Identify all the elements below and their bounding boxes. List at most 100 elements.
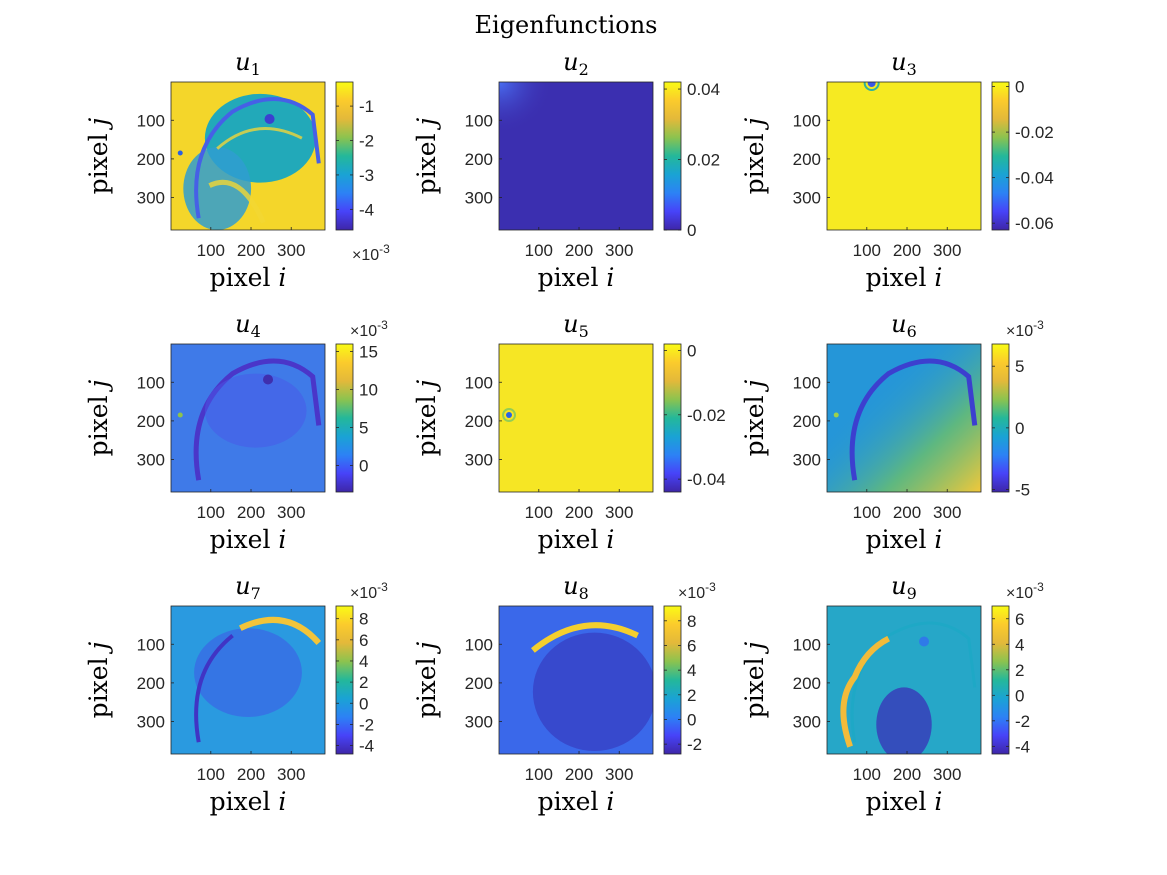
dark-spot xyxy=(263,374,274,385)
y-axis-label: pixel j xyxy=(412,641,441,718)
axes-box xyxy=(826,81,982,231)
colorbar-exponent: ×10-3 xyxy=(678,580,716,602)
axes-box xyxy=(826,605,982,755)
colorbar-exponent: ×10-3 xyxy=(1006,318,1044,340)
figure-title: Eigenfunctions xyxy=(475,11,658,39)
x-tick-label: 300 xyxy=(933,765,961,784)
subplot-title: u4 xyxy=(235,310,261,341)
top-spot xyxy=(867,82,876,87)
y-tick-label: 200 xyxy=(465,150,493,169)
colorbar xyxy=(992,344,1009,492)
y-tick-label: 300 xyxy=(137,189,165,208)
y-tick-label: 100 xyxy=(137,373,165,392)
colorbar xyxy=(336,606,353,754)
x-tick-label: 100 xyxy=(525,765,553,784)
x-axis-label: pixel i xyxy=(866,263,943,292)
y-tick-label: 300 xyxy=(793,189,821,208)
x-axis-label: pixel i xyxy=(538,263,615,292)
skull-outline xyxy=(850,621,977,743)
colorbar-tick-label: 10 xyxy=(359,381,378,400)
subplot-u6: 100 200 300 100 200 300 u6 pixel i pixel j 5 0 -5 ×1… xyxy=(740,310,1044,554)
colorbar-exponent: ×10-3 xyxy=(352,242,390,264)
x-axis-label: pixel i xyxy=(210,525,287,554)
subplot-title: u2 xyxy=(563,48,589,79)
colorbar-tick-label: -5 xyxy=(1015,481,1030,500)
axes-box xyxy=(498,343,654,493)
y-tick-label: 300 xyxy=(137,451,165,470)
colorbar xyxy=(336,82,353,230)
subplot-u9: 100 200 300 100 200 300 u9 pixel i pixel j 6 4 2 0 -2… xyxy=(740,572,1044,816)
axes-box xyxy=(826,343,982,493)
y-axis-label: pixel j xyxy=(84,117,113,194)
colorbar-tick-label: -2 xyxy=(1015,712,1030,731)
colorbar-tick-label: 0 xyxy=(687,221,696,240)
y-tick-label: 100 xyxy=(137,635,165,654)
y-tick-label: 100 xyxy=(137,111,165,130)
x-tick-label: 100 xyxy=(853,241,881,260)
x-tick-label: 200 xyxy=(237,765,265,784)
y-axis-label: pixel j xyxy=(740,379,769,456)
subplot-title: u6 xyxy=(891,310,917,341)
colorbar-tick-label: -0.02 xyxy=(687,406,726,425)
heatmap-background xyxy=(827,82,981,230)
colorbar-tick-label: 2 xyxy=(1015,661,1024,680)
heatmap-structure xyxy=(827,344,981,492)
subplot-u3: 100 200 300 100 200 300 u3 pixel i pixel j 0 -0.02… xyxy=(740,48,1054,292)
heatmap-structure xyxy=(177,358,322,481)
y-axis-label: pixel j xyxy=(412,117,441,194)
colorbar-tick-label: 0.02 xyxy=(687,151,720,170)
colorbar xyxy=(336,344,353,492)
x-tick-label: 200 xyxy=(565,765,593,784)
heatmap-structure xyxy=(863,82,880,91)
bright-skull-edge xyxy=(531,622,639,653)
colorbar-tick-label: 0 xyxy=(687,710,696,729)
heatmap-background xyxy=(499,344,653,492)
axes-box xyxy=(170,605,326,755)
x-tick-label: 300 xyxy=(277,503,305,522)
colorbar-tick-label: -0.04 xyxy=(687,470,726,489)
subplot-title: u3 xyxy=(891,48,917,79)
x-axis-label: pixel i xyxy=(538,525,615,554)
axes-box xyxy=(170,81,326,231)
colorbar xyxy=(992,606,1009,754)
y-tick-label: 300 xyxy=(465,451,493,470)
x-tick-label: 200 xyxy=(893,503,921,522)
heatmap-structure xyxy=(499,82,653,230)
x-tick-label: 300 xyxy=(605,503,633,522)
y-tick-label: 100 xyxy=(793,111,821,130)
colorbar-tick-label: 6 xyxy=(1015,610,1024,629)
colorbar-tick-label: 5 xyxy=(359,418,368,437)
colorbar-tick-label: -0.06 xyxy=(1015,214,1054,233)
colorbar-tick-label: 0 xyxy=(1015,686,1024,705)
colorbar-tick-label: 0 xyxy=(1015,78,1024,97)
y-tick-label: 300 xyxy=(465,713,493,732)
colorbar-tick-label: -2 xyxy=(687,735,702,754)
colorbar xyxy=(664,82,681,230)
subplot-u4: 100 200 300 100 200 300 u4 pixel i pixel j 15 10 5 0… xyxy=(84,310,388,554)
x-tick-label: 200 xyxy=(565,241,593,260)
colorbar-tick-label: 4 xyxy=(1015,635,1024,654)
colorbar-tick-label: 4 xyxy=(687,661,696,680)
subplot-u8: 100 200 300 100 200 300 u8 pixel i pixel j 8 6 4 2 0 -… xyxy=(412,572,716,816)
skull-outline xyxy=(193,358,322,481)
colorbar-tick-label: 0.04 xyxy=(687,80,720,99)
colorbar-tick-label: -4 xyxy=(359,200,374,219)
colorbar-tick-label: -0.02 xyxy=(1015,123,1054,142)
colorbar-tick-label: 5 xyxy=(1015,357,1024,376)
heatmap-structure xyxy=(177,93,321,230)
colorbar-exponent: ×10-3 xyxy=(1006,580,1044,602)
x-tick-label: 300 xyxy=(277,765,305,784)
subplot-title: u1 xyxy=(235,48,261,79)
colorbar-tick-label: 0 xyxy=(687,341,696,360)
colorbar-tick-label: 6 xyxy=(687,636,696,655)
subplot-title: u7 xyxy=(235,572,261,603)
colorbar xyxy=(664,606,681,754)
colorbar-tick-label: -4 xyxy=(359,737,374,756)
y-tick-label: 300 xyxy=(137,713,165,732)
y-tick-label: 200 xyxy=(793,674,821,693)
x-tick-label: 300 xyxy=(933,503,961,522)
y-tick-label: 300 xyxy=(793,713,821,732)
subplot-u2: 100 200 300 100 200 300 u2 pixel i pixel j 0.04 0.… xyxy=(412,48,720,292)
y-tick-label: 300 xyxy=(465,189,493,208)
colorbar-exponent: ×10-3 xyxy=(350,318,388,340)
